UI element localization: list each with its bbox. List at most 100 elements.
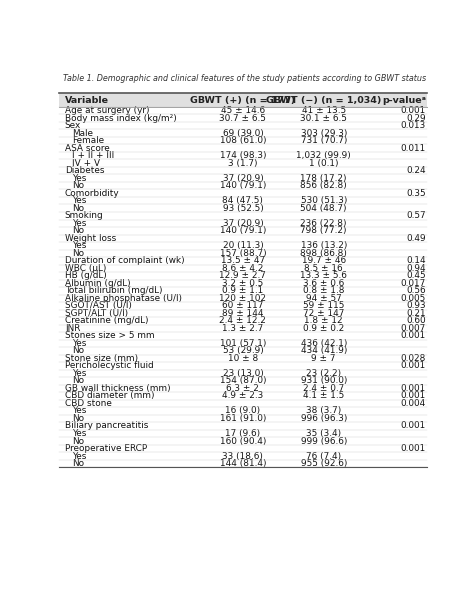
Text: 120 ± 102: 120 ± 102 [219,294,266,303]
Text: No: No [72,249,84,258]
Text: 101 (57.1): 101 (57.1) [220,339,266,348]
Text: 4.1 ± 1.5: 4.1 ± 1.5 [303,391,345,401]
Text: SGOT/AST (U/l): SGOT/AST (U/l) [65,301,132,310]
Text: 12.9 ± 2.7: 12.9 ± 2.7 [219,271,266,280]
Text: 0.93: 0.93 [406,301,426,310]
Text: 30.7 ± 6.5: 30.7 ± 6.5 [219,113,266,123]
Text: 94 ± 57: 94 ± 57 [306,294,342,303]
Text: 0.14: 0.14 [406,256,426,265]
Text: 0.001: 0.001 [401,106,426,115]
Text: 140 (79.1): 140 (79.1) [220,181,266,190]
Text: 303 (29.3): 303 (29.3) [301,129,347,138]
Text: Albumin (g/dL): Albumin (g/dL) [65,279,130,288]
Text: Yes: Yes [72,452,86,460]
Text: 0.56: 0.56 [406,286,426,296]
Text: 157 (88.7): 157 (88.7) [219,249,266,258]
Text: 1 (0.1): 1 (0.1) [309,159,338,168]
Text: 0.57: 0.57 [406,211,426,220]
Text: 0.007: 0.007 [401,324,426,333]
Text: 0.028: 0.028 [401,354,426,363]
Text: 30.1 ± 6.5: 30.1 ± 6.5 [301,113,347,123]
Text: 140 (79.1): 140 (79.1) [220,226,266,235]
Text: CBD stone: CBD stone [65,399,112,408]
Text: 59 ± 115: 59 ± 115 [303,301,345,310]
Text: 160 (90.4): 160 (90.4) [220,437,266,446]
Text: 236 (22.8): 236 (22.8) [301,219,347,228]
Text: Yes: Yes [72,369,86,378]
Text: 136 (13.2): 136 (13.2) [301,241,347,250]
Text: ASA score: ASA score [65,144,109,152]
Text: 0.001: 0.001 [401,332,426,340]
Text: No: No [72,181,84,190]
Text: p-valueᵃ: p-valueᵃ [382,96,426,105]
Text: 0.017: 0.017 [401,279,426,288]
Text: I + II + III: I + II + III [72,151,114,160]
Text: 41 ± 13.5: 41 ± 13.5 [301,106,346,115]
Text: GBWT (+) (n = 177): GBWT (+) (n = 177) [190,96,296,105]
Text: Yes: Yes [72,241,86,250]
Text: 37 (20.9): 37 (20.9) [223,219,263,228]
Text: 38 (3.7): 38 (3.7) [306,407,341,415]
Text: Pericholecystic fluid: Pericholecystic fluid [65,362,154,371]
Text: No: No [72,204,84,213]
Text: 69 (39.0): 69 (39.0) [223,129,263,138]
Text: 9 ± 7: 9 ± 7 [311,354,336,363]
Text: 23 (13.0): 23 (13.0) [223,369,263,378]
Text: No: No [72,459,84,468]
Text: 84 (47.5): 84 (47.5) [222,196,264,205]
Text: 996 (96.3): 996 (96.3) [301,414,347,423]
Text: Female: Female [72,136,104,145]
Text: 436 (42.1): 436 (42.1) [301,339,347,348]
Text: No: No [72,414,84,423]
Text: 3 (1.7): 3 (1.7) [228,159,258,168]
Text: 3.2 ± 0.5: 3.2 ± 0.5 [222,279,264,288]
Text: 4.9 ± 2.3: 4.9 ± 2.3 [222,391,264,401]
Text: 23 (2.2): 23 (2.2) [306,369,341,378]
Text: 33 (18.6): 33 (18.6) [222,452,264,460]
Text: Variable: Variable [65,96,109,105]
Text: HB (g/dL): HB (g/dL) [65,271,107,280]
Text: 6.3 ± 2: 6.3 ± 2 [227,384,259,393]
Text: 19.7 ± 46: 19.7 ± 46 [301,256,346,265]
Text: IV + V: IV + V [72,159,100,168]
Text: SGPT/ALT (U/l): SGPT/ALT (U/l) [65,309,128,318]
Text: Yes: Yes [72,219,86,228]
Text: 0.011: 0.011 [401,144,426,152]
Text: 60 ± 117: 60 ± 117 [222,301,264,310]
Text: 2.4 ± 12.2: 2.4 ± 12.2 [219,316,266,326]
Text: 0.35: 0.35 [406,189,426,198]
Text: 0.004: 0.004 [401,399,426,408]
Text: No: No [72,226,84,235]
Text: 16 (9.0): 16 (9.0) [225,407,261,415]
Text: 0.94: 0.94 [406,264,426,273]
Text: Creatinine (mg/dL): Creatinine (mg/dL) [65,316,148,326]
Text: 0.9 ± 0.2: 0.9 ± 0.2 [303,324,345,333]
Text: Stone size (mm): Stone size (mm) [65,354,138,363]
Text: Alkaline phosphatase (U/l): Alkaline phosphatase (U/l) [65,294,182,303]
Text: Age at surgery (yr): Age at surgery (yr) [65,106,149,115]
Text: 0.001: 0.001 [401,384,426,393]
Text: 1,032 (99.9): 1,032 (99.9) [296,151,351,160]
Text: 0.001: 0.001 [401,421,426,430]
Text: 931 (90.0): 931 (90.0) [301,376,347,385]
Text: Total bilirubin (mg/dL): Total bilirubin (mg/dL) [65,286,162,296]
Text: 0.60: 0.60 [406,316,426,326]
Text: Preoperative ERCP: Preoperative ERCP [65,444,147,453]
Text: 434 (41.9): 434 (41.9) [301,346,347,355]
Text: 0.005: 0.005 [401,294,426,303]
Text: Diabetes: Diabetes [65,166,104,175]
Text: 45 ± 14.6: 45 ± 14.6 [221,106,265,115]
Text: 144 (81.4): 144 (81.4) [219,459,266,468]
Text: 20 (11.3): 20 (11.3) [223,241,263,250]
Text: Weight loss: Weight loss [65,234,116,243]
Text: 89 ± 144: 89 ± 144 [222,309,264,318]
Text: 53 (29.9): 53 (29.9) [223,346,263,355]
Text: 0.8 ± 1.8: 0.8 ± 1.8 [303,286,345,296]
Text: No: No [72,376,84,385]
Text: 72 ± 147: 72 ± 147 [303,309,345,318]
Text: Table 1. Demographic and clinical features of the study patients according to GB: Table 1. Demographic and clinical featur… [63,74,426,83]
Text: Yes: Yes [72,339,86,348]
Text: Duration of complaint (wk): Duration of complaint (wk) [65,256,184,265]
Text: WBC (μL): WBC (μL) [65,264,106,273]
Text: 0.001: 0.001 [401,362,426,371]
